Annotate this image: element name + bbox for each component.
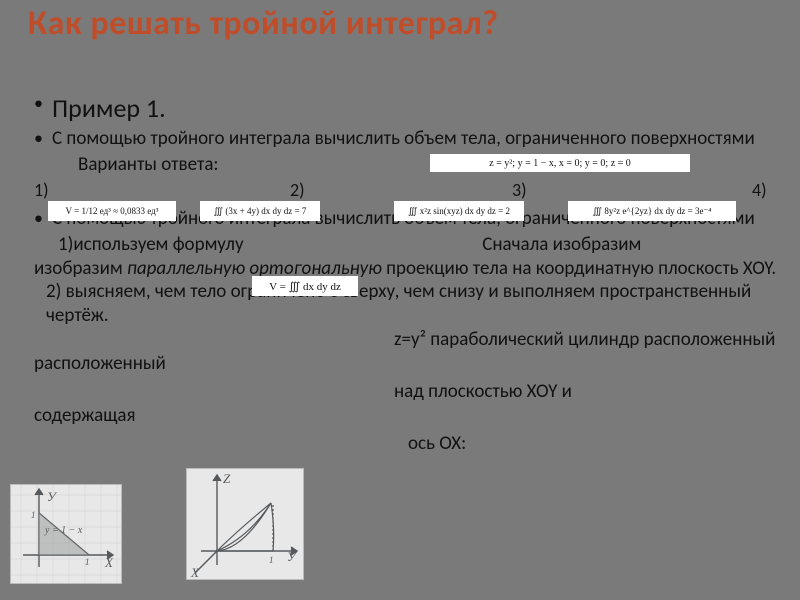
volume-formula: V = ∭ dx dy dz — [252, 276, 358, 296]
answer-2-num: 2) — [290, 179, 305, 202]
svg-text:X: X — [104, 555, 114, 570]
answer-1-formula: V = 1/12 ед³ ≈ 0,0833 ед³ — [48, 201, 176, 221]
graph-parabolic-cylinder: Z У X 1 — [186, 468, 304, 580]
answer-2-formula: ∭ (3x + 4y) dx dy dz = 7 — [200, 201, 320, 221]
slide-body: Пример 1. С помощью тройного интеграла в… — [34, 92, 778, 456]
answer-4-formula: ∭ 8y²z e^{2yz} dx dy dz = 3e⁻⁴ — [568, 201, 736, 221]
graph-xoy: У X y = 1 − x 1 1 — [10, 484, 122, 584]
surfaces-formula: z = y²; y = 1 − x, x = 0; y = 0; z = 0 — [430, 154, 690, 172]
svg-text:y = 1 − x: y = 1 − x — [44, 525, 83, 536]
surfaces-formula-text: z = y²; y = 1 − x, x = 0; y = 0; z = 0 — [489, 158, 631, 169]
over-line: над плоскостью XOY и — [34, 380, 778, 404]
answer-2-formula-text: ∭ (3x + 4y) dx dy dz = 7 — [214, 206, 307, 217]
svg-text:1: 1 — [269, 555, 274, 565]
svg-text:X: X — [190, 565, 200, 579]
svg-text:Z: Z — [223, 471, 231, 486]
slide: Как решать тройной интеграл? Пример 1. С… — [0, 0, 800, 600]
axis-line: ось OX: — [34, 432, 778, 456]
slide-title: Как решать тройной интеграл? — [28, 6, 780, 43]
answer-1-num: 1) — [34, 179, 49, 202]
answers-row: 1) 2) 3) 4) — [34, 179, 778, 203]
answer-3-formula: ∭ x²z sin(xyz) dx dy dz = 2 — [394, 201, 524, 221]
answer-3-formula-text: ∭ x²z sin(xyz) dx dy dz = 2 — [408, 206, 510, 217]
problem-1: С помощью тройного интеграла вычислить о… — [34, 127, 778, 151]
located-line: расположенный — [34, 352, 778, 376]
z-line: z=y² параболический цилиндр расположенны… — [34, 328, 778, 352]
step1-prefix: 1)используем формулу — [34, 233, 244, 257]
volume-formula-text: V = ∭ dx dy dz — [269, 280, 341, 293]
contain-line: содержащая — [34, 404, 778, 428]
answer-1-formula-text: V = 1/12 ед³ ≈ 0,0833 ед³ — [66, 206, 159, 216]
step-1-line: 1)используем формулу Сначала изобразим — [34, 233, 778, 257]
example-label: Пример 1. — [34, 92, 778, 125]
step-1-line2: изобразим параллельную ортогональную про… — [34, 257, 778, 281]
answer-4-num: 4) — [752, 179, 767, 202]
step-2: 2) выясняем, чем тело ограничено с сверх… — [34, 280, 778, 328]
answer-4-formula-text: ∭ 8y²z e^{2yz} dx dy dz = 3e⁻⁴ — [593, 206, 712, 217]
step1-tail: Сначала изобразим — [482, 233, 641, 256]
step1-rest-pre: изобразим — [34, 257, 127, 280]
svg-text:1: 1 — [85, 557, 90, 567]
step1-rest: проекцию тела на координатную плоскость … — [386, 257, 776, 280]
answer-3-num: 3) — [512, 179, 527, 202]
svg-text:У: У — [47, 489, 58, 504]
svg-text:1: 1 — [31, 510, 36, 520]
